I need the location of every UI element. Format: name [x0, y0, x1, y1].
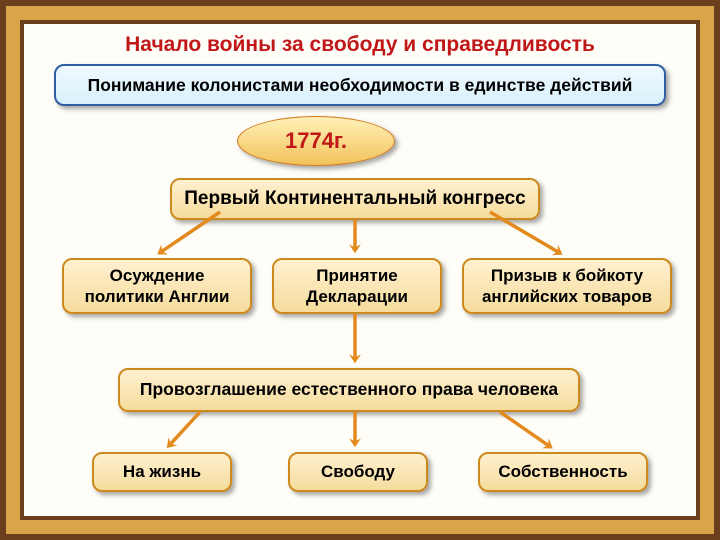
row2-text-1: Свободу	[321, 461, 395, 482]
proclamation-box: Провозглашение естественного права челов…	[118, 368, 580, 412]
row1-text-1: Принятие Декларации	[282, 265, 432, 308]
outer-frame: Начало войны за свободу и справедливость…	[0, 0, 720, 540]
row1-box-1: Принятие Декларации	[272, 258, 442, 314]
proclamation-text: Провозглашение естественного права челов…	[140, 379, 558, 401]
congress-text: Первый Континентальный конгресс	[184, 187, 525, 211]
row1-box-2: Призыв к бойкоту английских товаров	[462, 258, 672, 314]
congress-box: Первый Континентальный конгресс	[170, 178, 540, 220]
row2-box-1: Свободу	[288, 452, 428, 492]
understanding-box: Понимание колонистами необходимости в ед…	[54, 64, 666, 106]
row1-box-0: Осуждение политики Англии	[62, 258, 252, 314]
row2-box-0: На жизнь	[92, 452, 232, 492]
row2-text-0: На жизнь	[123, 461, 201, 482]
row2-box-2: Собственность	[478, 452, 648, 492]
page-title: Начало войны за свободу и справедливость	[80, 33, 640, 57]
understanding-text: Понимание колонистами необходимости в ед…	[88, 75, 633, 96]
row1-text-0: Осуждение политики Англии	[72, 265, 242, 308]
year-text: 1774г.	[285, 128, 347, 154]
row2-text-2: Собственность	[498, 461, 627, 482]
year-ellipse: 1774г.	[237, 116, 395, 166]
row1-text-2: Призыв к бойкоту английских товаров	[472, 265, 662, 308]
